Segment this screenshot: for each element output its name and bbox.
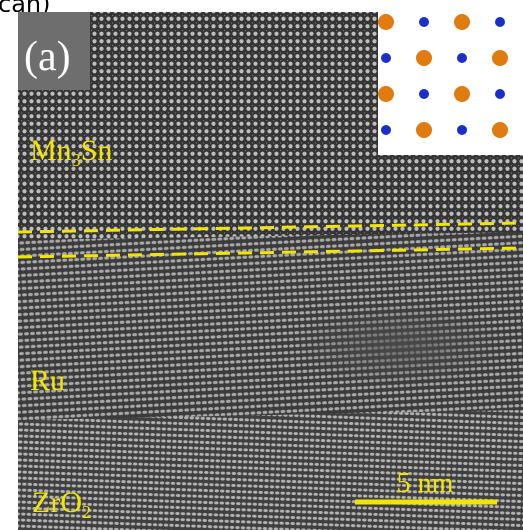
atom-mn [457,53,467,63]
panel-label: (a) [24,34,71,80]
atom-mn [381,53,391,63]
atom-mn [419,89,429,99]
atom-sn [492,50,508,66]
label-text: Mn [30,134,72,167]
atom-mn [419,17,429,27]
atom-sn [454,14,470,30]
figure: can) (a) Mn3Sn Ru ZrO2 5 nm [0,0,523,530]
atom-mn [495,17,505,27]
atom-sn [416,50,432,66]
atom-sn [454,86,470,102]
label-subscript: 2 [82,502,91,522]
inset [378,10,523,155]
atom-sn [416,122,432,138]
scale-bar-label: 5 nm [397,468,454,499]
atom-mn [495,89,505,99]
layer-label: Ru [30,364,65,397]
label-text: Ru [30,364,65,397]
atom-sn [378,86,394,102]
layer-label: Mn3Sn [30,134,112,170]
label-text: ZrO [32,486,82,519]
label-subscript: 3 [72,150,81,170]
atom-sn [378,14,394,30]
atom-sn [492,122,508,138]
label-text: Sn [81,134,113,167]
atom-mn [381,125,391,135]
atom-mn [457,125,467,135]
